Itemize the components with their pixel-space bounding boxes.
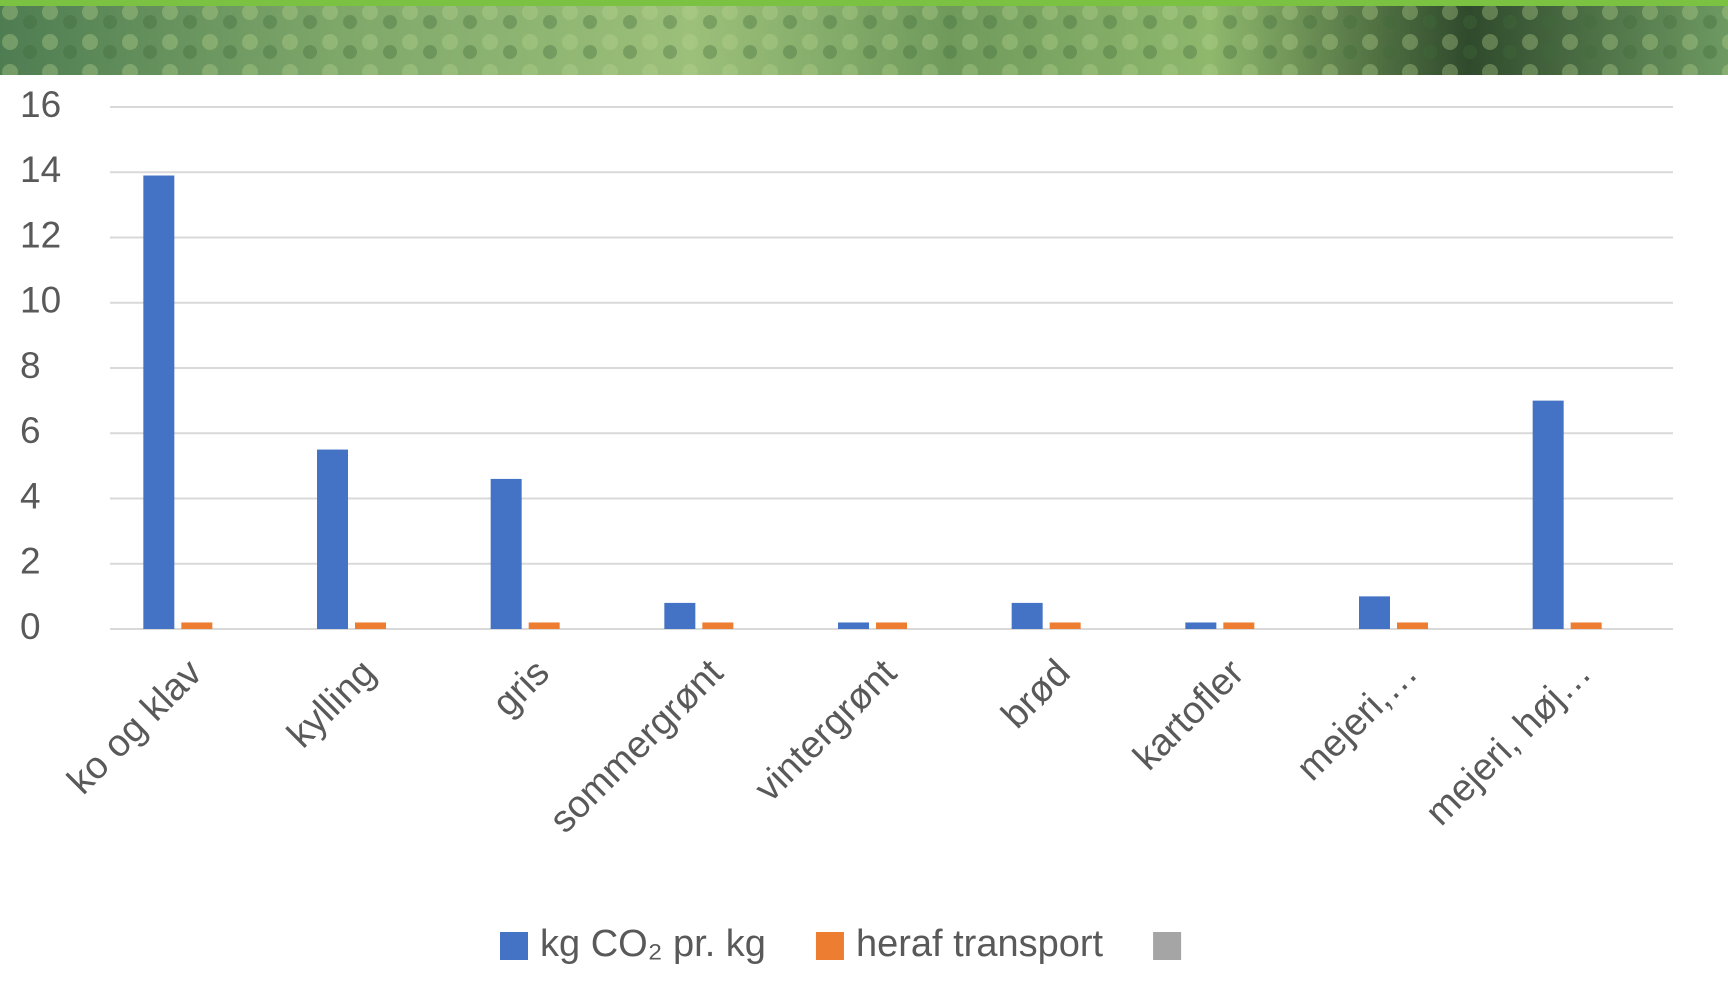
bar	[1570, 622, 1602, 629]
y-tick-label: 4	[20, 475, 41, 516]
x-tick-label: kartofler	[1126, 652, 1253, 779]
y-tick-label: 8	[20, 345, 41, 386]
y-tick-label: 6	[20, 410, 41, 451]
x-tick-label: vintergrønt	[747, 651, 905, 809]
y-tick-label: 10	[20, 280, 61, 321]
x-tick-label: mejeri,…	[1289, 652, 1426, 789]
y-tick-label: 2	[20, 541, 41, 582]
legend-swatch	[500, 932, 528, 960]
bar	[702, 622, 734, 629]
x-tick-label: mejeri, høj…	[1418, 652, 1600, 834]
bar	[1185, 622, 1217, 629]
y-tick-label: 12	[20, 214, 61, 255]
x-tick-label: brød	[994, 652, 1079, 737]
y-tick-label: 16	[20, 84, 61, 125]
bar	[1223, 622, 1255, 629]
x-tick-label: kylling	[280, 652, 384, 756]
bar	[528, 622, 560, 629]
x-tick-label: ko og klav	[60, 652, 211, 803]
bar	[838, 622, 869, 629]
bar	[1397, 622, 1428, 629]
bar	[1049, 622, 1081, 629]
y-tick-label: 14	[20, 149, 61, 190]
bar	[490, 478, 522, 629]
bar	[876, 622, 907, 629]
legend-label: kg CO₂ pr. kg	[540, 923, 766, 965]
x-tick-label: sommergrønt	[542, 651, 732, 841]
legend-swatch	[1153, 932, 1182, 960]
bar	[317, 449, 348, 629]
legend-swatch	[815, 932, 844, 960]
bar	[1359, 596, 1390, 629]
bar	[181, 622, 213, 629]
bar	[1532, 400, 1564, 629]
bar	[664, 602, 696, 629]
legend-label: heraf transport	[856, 923, 1104, 965]
bar	[1011, 602, 1043, 629]
banner	[0, 0, 1728, 75]
y-tick-label: 0	[20, 606, 41, 647]
bar	[143, 175, 175, 629]
bar	[355, 622, 386, 629]
x-tick-label: gris	[485, 652, 558, 725]
